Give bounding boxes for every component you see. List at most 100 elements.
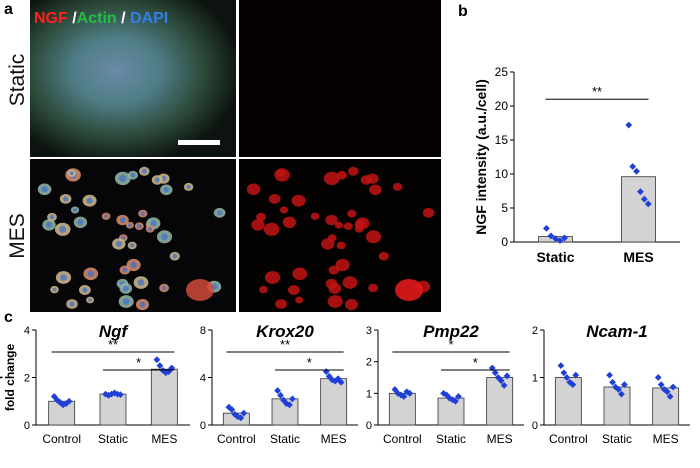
y-axis-label: Gene expressionfold change	[0, 329, 17, 426]
category-label: Control	[549, 432, 588, 446]
cell-ngf	[347, 209, 357, 218]
cell-ngf	[345, 299, 358, 311]
cell-ngf	[295, 296, 304, 304]
data-point	[225, 403, 233, 411]
legend-sep2: /	[117, 10, 130, 27]
y-tick-label: 0	[24, 420, 30, 432]
cell-nucleus	[141, 168, 147, 174]
significance-label: **	[108, 337, 118, 352]
cell-ngf	[368, 283, 378, 293]
data-point	[569, 381, 577, 389]
data-point	[543, 225, 550, 232]
cell-nucleus	[73, 208, 77, 212]
y-axis-label-line: Gene expression	[0, 329, 3, 426]
cell-ngf	[321, 238, 335, 250]
cell-ngf	[291, 194, 306, 207]
data-point	[274, 387, 281, 394]
category-label: Static	[270, 432, 300, 446]
cell-nucleus	[130, 243, 135, 248]
y-tick-label: 20	[495, 99, 509, 113]
y-axis-label-line: fold change	[3, 344, 17, 412]
data-point	[280, 396, 287, 404]
data-point	[283, 400, 290, 408]
category-label: Control	[217, 432, 256, 446]
cell-nucleus	[82, 287, 88, 293]
chart-title: Ncam-1	[586, 322, 647, 341]
cell-ngf	[378, 251, 389, 261]
cell-cluster	[186, 279, 214, 301]
cell-ngf	[288, 285, 300, 295]
cell-ngf	[323, 171, 340, 186]
cell-ngf	[342, 276, 358, 289]
cell-ngf	[327, 295, 343, 308]
cell-nucleus	[77, 219, 84, 226]
cell-ngf	[246, 183, 261, 196]
cell-nucleus	[137, 224, 142, 229]
data-point	[156, 362, 164, 370]
data-point	[117, 391, 124, 398]
cell-ngf	[328, 283, 342, 294]
cell-nucleus	[69, 171, 74, 176]
cell-nucleus	[60, 274, 67, 281]
y-tick-label: 2	[366, 357, 372, 369]
data-point	[654, 374, 662, 381]
cell-nucleus	[150, 220, 157, 227]
cell-ngf	[276, 169, 286, 177]
data-point	[240, 409, 248, 417]
bar-mes	[652, 387, 680, 426]
data-point	[556, 237, 564, 245]
cell-nucleus	[140, 211, 145, 216]
data-point	[400, 393, 408, 400]
cell-nucleus	[172, 253, 178, 259]
cell-nucleus	[41, 186, 48, 193]
data-point	[286, 401, 293, 409]
cell-cluster-ngf	[395, 279, 423, 301]
data-point	[452, 397, 459, 405]
data-point	[53, 396, 61, 404]
bar-static	[603, 386, 631, 426]
data-point	[503, 372, 511, 380]
significance-label: *	[307, 355, 312, 370]
data-point	[406, 389, 414, 397]
cell-nucleus	[119, 217, 126, 223]
cell-ngf	[336, 241, 346, 250]
data-point	[449, 396, 456, 404]
data-point	[561, 234, 568, 242]
cell-nucleus	[59, 225, 67, 233]
y-tick-label: 25	[495, 65, 509, 79]
data-point	[618, 390, 625, 398]
data-point	[497, 377, 505, 385]
data-point	[289, 395, 296, 403]
data-point	[234, 413, 242, 421]
data-point	[237, 414, 245, 422]
y-tick-label: 0	[366, 420, 372, 432]
bar-control	[554, 377, 582, 426]
data-point	[114, 390, 121, 398]
cell-nucleus	[163, 187, 170, 193]
y-tick-label: 1	[366, 388, 372, 400]
data-point	[637, 188, 644, 196]
cell-nucleus	[86, 197, 93, 204]
scale-bar	[178, 140, 220, 145]
micrograph-panel: NGF /Actin / DAPI Static MES	[6, 0, 441, 312]
cell-ngf	[365, 230, 382, 244]
cell-nucleus	[186, 184, 191, 189]
cell-ngf	[251, 219, 265, 231]
y-tick-label: 0	[200, 420, 206, 432]
cell-ngf	[279, 206, 289, 214]
significance-label: **	[592, 84, 602, 99]
data-point	[547, 232, 555, 240]
chart-title: Pmp22	[423, 322, 479, 341]
category-label: MES	[653, 432, 679, 446]
cell-nucleus	[119, 174, 127, 182]
cell-nucleus	[104, 214, 108, 219]
micrograph-static-merged	[30, 0, 236, 157]
data-point	[168, 364, 176, 372]
row-label-mes: MES	[6, 213, 29, 259]
data-point	[644, 200, 652, 208]
data-point	[640, 195, 648, 203]
mes-merged-cells	[37, 166, 226, 311]
panel-label-a: a	[4, 1, 13, 18]
y-tick-label: 10	[495, 167, 509, 181]
